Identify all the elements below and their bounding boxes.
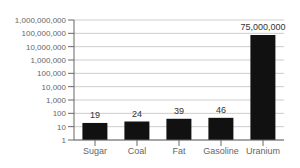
svg-text:39: 39 xyxy=(174,106,184,116)
svg-text:Fat: Fat xyxy=(172,146,186,156)
svg-text:1: 1 xyxy=(62,136,67,145)
svg-text:Gasoline: Gasoline xyxy=(203,146,239,156)
svg-text:10: 10 xyxy=(57,123,66,132)
svg-text:1,000,000: 1,000,000 xyxy=(30,56,66,65)
svg-text:Coal: Coal xyxy=(128,146,147,156)
svg-text:Uranium: Uranium xyxy=(246,146,280,156)
svg-text:100: 100 xyxy=(53,109,67,118)
svg-text:75,000,000: 75,000,000 xyxy=(240,22,285,32)
svg-text:10,000: 10,000 xyxy=(42,83,67,92)
svg-text:Sugar: Sugar xyxy=(83,146,107,156)
svg-text:1,000,000,000: 1,000,000,000 xyxy=(15,16,67,25)
svg-text:24: 24 xyxy=(132,109,142,119)
svg-text:10,000,000: 10,000,000 xyxy=(26,43,67,52)
svg-text:46: 46 xyxy=(216,105,226,115)
svg-text:100,000,000: 100,000,000 xyxy=(22,29,67,38)
svg-text:1,000: 1,000 xyxy=(46,96,67,105)
svg-text:100,000: 100,000 xyxy=(37,69,66,78)
svg-text:19: 19 xyxy=(90,110,100,120)
